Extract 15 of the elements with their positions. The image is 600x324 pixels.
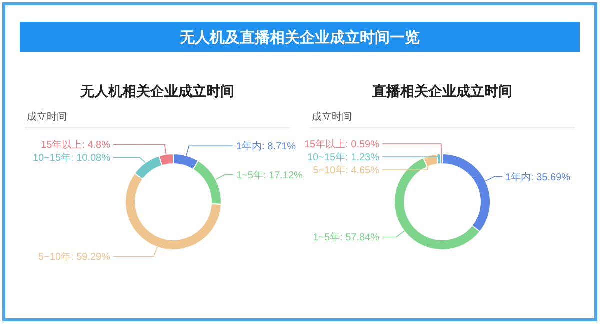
slice-label: 1~5年: 57.84%	[313, 232, 380, 244]
slice-label: 15年以上: 0.59%	[304, 138, 380, 151]
slice-label: 1年内: 35.69%	[506, 171, 571, 184]
slice-label: 5~10年: 4.65%	[313, 164, 380, 177]
chart-title: 无人机相关企业成立时间	[80, 83, 234, 100]
chart-title: 直播相关企业成立时间	[372, 83, 512, 100]
chart-subtitle: 成立时间	[312, 111, 352, 123]
chart-subtitle: 成立时间	[27, 111, 67, 123]
slice-label: 1~5年: 17.12%	[236, 169, 304, 182]
slice-label: 1年内: 8.71%	[236, 140, 296, 153]
slice-label: 5~10年: 59.29%	[38, 251, 111, 264]
slice-label: 15年以上: 4.8%	[41, 139, 111, 152]
slice-label: 10~15年: 10.08%	[32, 152, 111, 164]
slice-label: 10~15年: 1.23%	[308, 152, 380, 164]
text: 无人机及直播相关企业成立时间一览	[179, 28, 420, 46]
